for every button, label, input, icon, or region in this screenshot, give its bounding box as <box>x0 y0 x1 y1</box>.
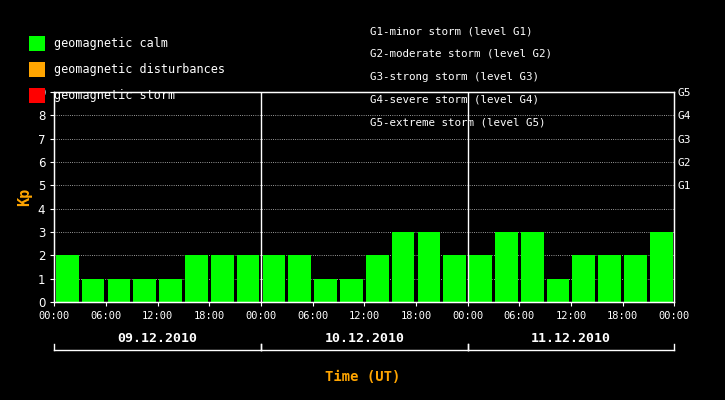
Bar <box>211 255 233 302</box>
Bar <box>624 255 647 302</box>
Bar <box>82 279 104 302</box>
Bar <box>495 232 518 302</box>
Bar <box>469 255 492 302</box>
Text: Time (UT): Time (UT) <box>325 370 400 384</box>
Bar <box>289 255 311 302</box>
Bar <box>56 255 78 302</box>
Text: geomagnetic disturbances: geomagnetic disturbances <box>54 63 225 76</box>
Text: G4-severe storm (level G4): G4-severe storm (level G4) <box>370 94 539 104</box>
Bar <box>650 232 673 302</box>
Bar <box>314 279 337 302</box>
Text: G3-strong storm (level G3): G3-strong storm (level G3) <box>370 72 539 82</box>
Bar <box>366 255 389 302</box>
Y-axis label: Kp: Kp <box>17 188 33 206</box>
Bar <box>547 279 569 302</box>
Bar <box>392 232 415 302</box>
Bar <box>160 279 182 302</box>
Bar <box>598 255 621 302</box>
Bar <box>340 279 362 302</box>
Text: geomagnetic storm: geomagnetic storm <box>54 89 175 102</box>
Bar <box>185 255 208 302</box>
Text: 10.12.2010: 10.12.2010 <box>324 332 405 344</box>
Bar <box>237 255 260 302</box>
Text: 09.12.2010: 09.12.2010 <box>117 332 198 344</box>
Text: geomagnetic calm: geomagnetic calm <box>54 37 167 50</box>
Bar <box>444 255 466 302</box>
Bar <box>418 232 440 302</box>
Bar <box>133 279 156 302</box>
Text: 11.12.2010: 11.12.2010 <box>531 332 611 344</box>
Text: G5-extreme storm (level G5): G5-extreme storm (level G5) <box>370 117 545 127</box>
Bar <box>107 279 130 302</box>
Bar <box>573 255 595 302</box>
Text: G2-moderate storm (level G2): G2-moderate storm (level G2) <box>370 49 552 59</box>
Bar <box>262 255 285 302</box>
Text: G1-minor storm (level G1): G1-minor storm (level G1) <box>370 26 532 36</box>
Bar <box>521 232 544 302</box>
